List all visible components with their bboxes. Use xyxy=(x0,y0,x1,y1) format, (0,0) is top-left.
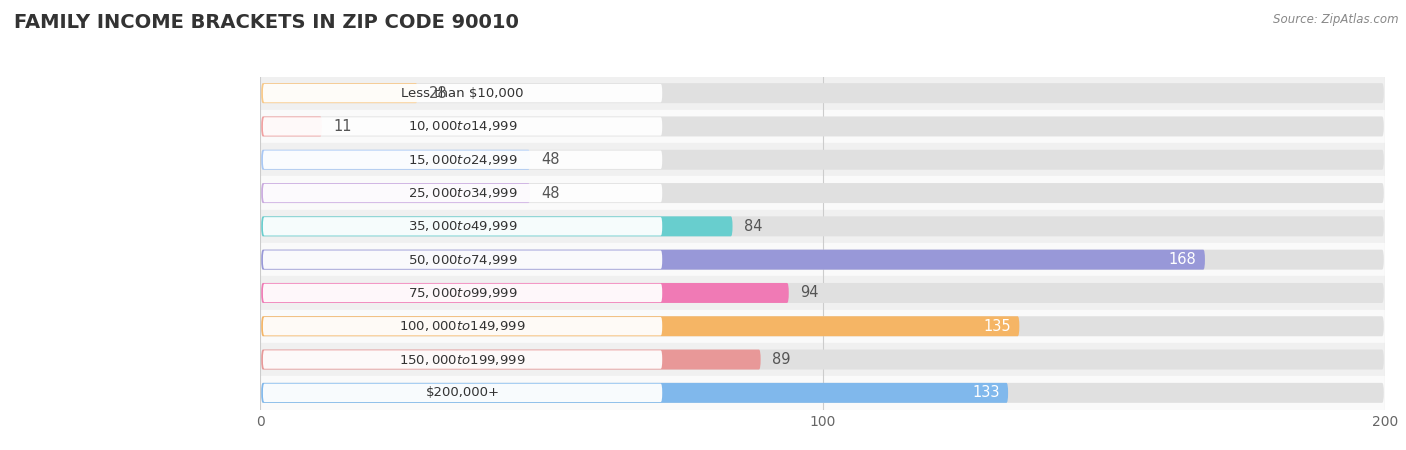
Text: $150,000 to $199,999: $150,000 to $199,999 xyxy=(399,352,526,367)
FancyBboxPatch shape xyxy=(263,151,662,169)
FancyBboxPatch shape xyxy=(262,216,1384,236)
FancyBboxPatch shape xyxy=(262,183,1384,203)
FancyBboxPatch shape xyxy=(262,150,1384,170)
FancyBboxPatch shape xyxy=(263,384,662,402)
Text: 168: 168 xyxy=(1168,252,1197,267)
FancyBboxPatch shape xyxy=(262,216,733,236)
Text: $200,000+: $200,000+ xyxy=(426,387,499,399)
Bar xyxy=(260,176,1385,210)
Text: 28: 28 xyxy=(429,86,447,101)
FancyBboxPatch shape xyxy=(262,350,761,369)
FancyBboxPatch shape xyxy=(262,117,322,136)
Text: 135: 135 xyxy=(983,319,1011,334)
FancyBboxPatch shape xyxy=(262,250,1205,270)
FancyBboxPatch shape xyxy=(262,383,1008,403)
Bar xyxy=(260,276,1385,310)
FancyBboxPatch shape xyxy=(263,351,662,369)
Bar xyxy=(260,143,1385,176)
FancyBboxPatch shape xyxy=(263,184,662,202)
FancyBboxPatch shape xyxy=(262,183,530,203)
Text: $25,000 to $34,999: $25,000 to $34,999 xyxy=(408,186,517,200)
FancyBboxPatch shape xyxy=(262,150,530,170)
Text: 11: 11 xyxy=(333,119,352,134)
Bar xyxy=(260,343,1385,376)
Text: FAMILY INCOME BRACKETS IN ZIP CODE 90010: FAMILY INCOME BRACKETS IN ZIP CODE 90010 xyxy=(14,14,519,32)
Text: Source: ZipAtlas.com: Source: ZipAtlas.com xyxy=(1274,14,1399,27)
Text: 48: 48 xyxy=(541,185,560,201)
FancyBboxPatch shape xyxy=(262,283,1384,303)
FancyBboxPatch shape xyxy=(262,117,1384,136)
Text: Less than $10,000: Less than $10,000 xyxy=(401,87,524,99)
Text: 48: 48 xyxy=(541,152,560,167)
Bar xyxy=(260,76,1385,110)
Bar xyxy=(260,310,1385,343)
FancyBboxPatch shape xyxy=(262,83,1384,103)
FancyBboxPatch shape xyxy=(262,350,1384,369)
Text: 94: 94 xyxy=(800,285,818,301)
Text: $10,000 to $14,999: $10,000 to $14,999 xyxy=(408,119,517,134)
FancyBboxPatch shape xyxy=(263,117,662,135)
Bar xyxy=(260,376,1385,410)
FancyBboxPatch shape xyxy=(263,84,662,102)
FancyBboxPatch shape xyxy=(263,284,662,302)
Text: $50,000 to $74,999: $50,000 to $74,999 xyxy=(408,252,517,267)
Bar xyxy=(260,243,1385,276)
Text: 89: 89 xyxy=(772,352,790,367)
FancyBboxPatch shape xyxy=(262,83,418,103)
FancyBboxPatch shape xyxy=(263,317,662,335)
FancyBboxPatch shape xyxy=(263,217,662,235)
Text: 84: 84 xyxy=(744,219,762,234)
FancyBboxPatch shape xyxy=(262,250,1384,270)
FancyBboxPatch shape xyxy=(262,383,1384,403)
Text: $75,000 to $99,999: $75,000 to $99,999 xyxy=(408,286,517,300)
FancyBboxPatch shape xyxy=(262,283,789,303)
Text: $100,000 to $149,999: $100,000 to $149,999 xyxy=(399,319,526,333)
Bar xyxy=(260,210,1385,243)
Text: $15,000 to $24,999: $15,000 to $24,999 xyxy=(408,153,517,167)
FancyBboxPatch shape xyxy=(262,316,1019,336)
FancyBboxPatch shape xyxy=(263,251,662,269)
Text: $35,000 to $49,999: $35,000 to $49,999 xyxy=(408,219,517,234)
Text: 133: 133 xyxy=(972,385,1000,400)
Bar xyxy=(260,110,1385,143)
FancyBboxPatch shape xyxy=(262,316,1384,336)
